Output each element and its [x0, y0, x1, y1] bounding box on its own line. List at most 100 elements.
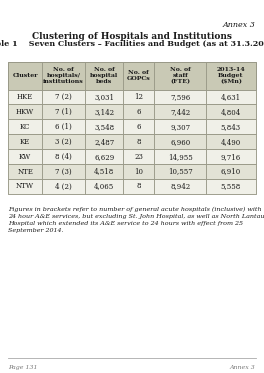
Bar [123, 179, 154, 194]
Bar [85, 90, 123, 104]
Text: 4,065: 4,065 [94, 182, 114, 191]
Text: 7 (3): 7 (3) [55, 167, 72, 176]
Bar [85, 62, 123, 90]
Text: Table 1    Seven Clusters – Facilities and Budget (as at 31.3.2014): Table 1 Seven Clusters – Facilities and … [0, 40, 264, 48]
Bar [8, 119, 256, 134]
Text: 6: 6 [136, 123, 141, 131]
Text: HKE: HKE [17, 93, 33, 101]
Bar [85, 149, 123, 164]
Bar [123, 164, 154, 179]
Text: HKW: HKW [16, 108, 34, 116]
Bar [206, 134, 256, 149]
Bar [206, 179, 256, 194]
Bar [8, 104, 256, 119]
Bar [154, 179, 206, 194]
Text: Annex 3: Annex 3 [223, 21, 256, 28]
Text: No. of
staff
(FTE): No. of staff (FTE) [170, 67, 191, 84]
Bar [8, 90, 42, 104]
Bar [85, 134, 123, 149]
Bar [85, 179, 123, 194]
Bar [123, 134, 154, 149]
Text: 3,548: 3,548 [94, 123, 114, 131]
Text: 4,518: 4,518 [94, 167, 114, 176]
Text: 3,142: 3,142 [94, 108, 114, 116]
Bar [42, 62, 85, 90]
Bar [206, 164, 256, 179]
Bar [42, 164, 85, 179]
Text: No. of
hospital
beds: No. of hospital beds [90, 67, 118, 84]
Text: Page 131: Page 131 [8, 365, 38, 370]
Bar [85, 119, 123, 134]
Bar [206, 149, 256, 164]
Text: 6,629: 6,629 [94, 153, 114, 161]
Text: Figures in brackets refer to number of general acute hospitals (inclusive) with
: Figures in brackets refer to number of g… [8, 207, 264, 233]
Text: 6 (1): 6 (1) [55, 123, 72, 131]
Text: 3,031: 3,031 [94, 93, 114, 101]
Text: 12: 12 [134, 93, 143, 101]
Text: KE: KE [20, 138, 30, 146]
Text: No. of
GOPCs: No. of GOPCs [127, 70, 151, 81]
Bar [206, 62, 256, 90]
Bar [42, 179, 85, 194]
Text: 4 (2): 4 (2) [55, 182, 72, 191]
Bar [154, 104, 206, 119]
Bar [206, 90, 256, 104]
Text: 5,843: 5,843 [221, 123, 241, 131]
Text: 8: 8 [136, 182, 141, 191]
Bar [8, 179, 256, 194]
Bar [154, 134, 206, 149]
Bar [42, 134, 85, 149]
Bar [154, 164, 206, 179]
Text: 5,558: 5,558 [221, 182, 241, 191]
Text: 6: 6 [136, 108, 141, 116]
Text: KW: KW [19, 153, 31, 161]
Bar [85, 164, 123, 179]
Bar [154, 119, 206, 134]
Text: 23: 23 [134, 153, 143, 161]
Bar [8, 134, 256, 149]
Text: 2013-14
Budget
($Mn): 2013-14 Budget ($Mn) [216, 67, 245, 84]
Text: 14,955: 14,955 [168, 153, 192, 161]
Bar [154, 149, 206, 164]
Text: No. of
hospitals/
institutions: No. of hospitals/ institutions [43, 67, 84, 84]
Bar [123, 90, 154, 104]
Bar [8, 134, 42, 149]
Text: NTW: NTW [16, 182, 34, 191]
Bar [8, 119, 42, 134]
Bar [8, 149, 256, 164]
Text: 8 (4): 8 (4) [55, 153, 72, 161]
Bar [8, 164, 42, 179]
Text: 4,631: 4,631 [221, 93, 241, 101]
Bar [8, 179, 42, 194]
Bar [8, 104, 42, 119]
Bar [42, 90, 85, 104]
Bar [85, 104, 123, 119]
Bar [8, 164, 256, 179]
Text: 9,307: 9,307 [170, 123, 190, 131]
Bar [123, 104, 154, 119]
Bar [8, 62, 42, 90]
Text: 10: 10 [134, 167, 143, 176]
Text: 9,716: 9,716 [221, 153, 241, 161]
Bar [42, 104, 85, 119]
Bar [42, 149, 85, 164]
Bar [206, 104, 256, 119]
Bar [42, 119, 85, 134]
Text: KC: KC [20, 123, 30, 131]
Bar [8, 62, 256, 90]
Text: 8: 8 [136, 138, 141, 146]
Bar [154, 62, 206, 90]
Bar [123, 119, 154, 134]
Bar [206, 119, 256, 134]
Text: NTE: NTE [17, 167, 33, 176]
Bar [123, 62, 154, 90]
Bar [123, 149, 154, 164]
Bar [154, 90, 206, 104]
Text: 10,557: 10,557 [168, 167, 192, 176]
Text: 2,487: 2,487 [94, 138, 114, 146]
Bar [8, 90, 256, 104]
Bar [8, 149, 42, 164]
Text: 8,942: 8,942 [170, 182, 190, 191]
Text: Cluster: Cluster [12, 73, 38, 78]
Text: 6,960: 6,960 [170, 138, 190, 146]
